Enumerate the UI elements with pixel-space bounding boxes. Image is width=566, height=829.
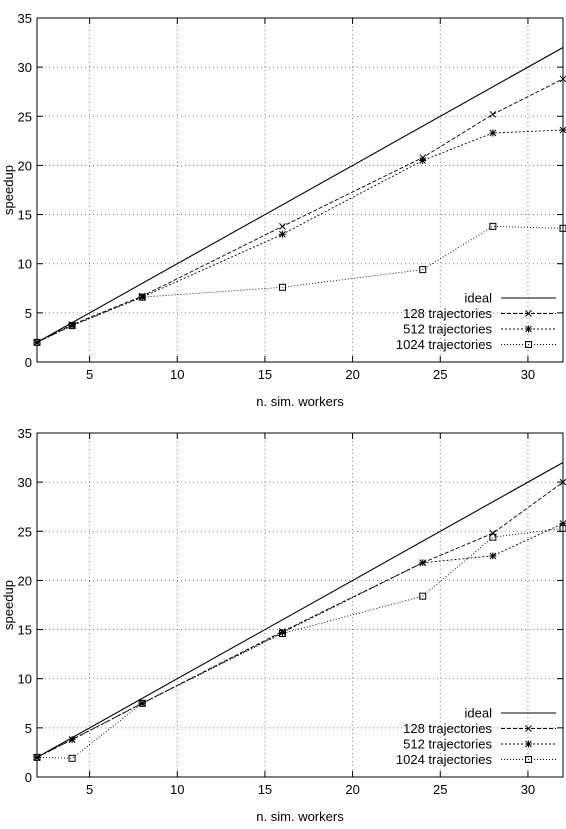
- data-point-512-trajectories: [68, 736, 76, 744]
- data-point-1024-trajectories: [489, 533, 497, 541]
- y-tick-label: 5: [25, 306, 32, 321]
- y-tick-label: 30: [18, 475, 32, 490]
- y-tick-label: 35: [18, 11, 32, 26]
- data-point-512-trajectories: [278, 629, 286, 637]
- y-tick-label: 5: [25, 721, 32, 736]
- x-tick-label: 30: [521, 367, 535, 382]
- legend-marker-512-trajectories: [525, 740, 532, 748]
- y-axis-title: speedup: [1, 580, 16, 630]
- y-tick-label: 20: [18, 573, 32, 588]
- y-tick-label: 25: [18, 524, 32, 539]
- data-point-1024-trajectories: [419, 592, 427, 600]
- y-tick-label: 35: [18, 426, 32, 441]
- data-point-128-trajectories: [489, 110, 497, 118]
- series-ideal: [36, 462, 564, 758]
- data-point-128-trajectories: [279, 223, 286, 230]
- series-line-ideal: [36, 47, 564, 343]
- data-point-1024-trajectories: [68, 322, 76, 330]
- x-tick-label: 20: [345, 367, 359, 382]
- y-tick-label: 10: [18, 672, 32, 687]
- speedup-chart-top: 5 10 15 20 25 30 0 5 10 15 20 25 30 35 n. sim. workers…: [0, 0, 566, 414]
- data-point-1024-trajectories: [278, 630, 286, 638]
- plot-frame: [36, 432, 564, 778]
- data-point-1024-trajectories: [419, 266, 427, 274]
- x-tick-label: 15: [258, 782, 272, 797]
- legend-marker-128-trajectories: [525, 725, 532, 732]
- y-tick-label: 10: [18, 257, 32, 272]
- data-point-1024-trajectories: [489, 222, 497, 230]
- x-tick-label: 5: [86, 782, 93, 797]
- legend-label-1024-trajectories: 1024 trajectories: [396, 337, 493, 352]
- speedup-chart-bottom-svg: 5 10 15 20 25 30 0 5 10 15 20 25 30 35 n. sim. workers…: [1, 426, 566, 824]
- legend-label-128-trajectories: 128 trajectories: [403, 721, 492, 736]
- axes: 5 10 15 20 25 30 0 5 10 15 20 25 30 35 n. sim. workers…: [1, 426, 563, 824]
- y-tick-label: 15: [18, 623, 32, 638]
- x-axis-title: n. sim. workers: [256, 394, 344, 409]
- legend-label-ideal: ideal: [465, 706, 493, 721]
- x-tick-label: 25: [433, 782, 447, 797]
- data-point-512-trajectories: [489, 552, 497, 560]
- data-point-512-trajectories: [489, 129, 497, 137]
- legend-marker-128-trajectories: [525, 310, 532, 317]
- legend-label-512-trajectories: 512 trajectories: [403, 322, 492, 337]
- x-tick-label: 10: [170, 782, 184, 797]
- speedup-chart-top-svg: 5 10 15 20 25 30 0 5 10 15 20 25 30 35 n. sim. workers…: [1, 11, 566, 409]
- x-tick-label: 30: [521, 782, 535, 797]
- x-tick-label: 20: [345, 782, 359, 797]
- y-tick-label: 0: [25, 770, 32, 785]
- x-tick-label: 10: [170, 367, 184, 382]
- series-line-ideal: [36, 462, 564, 758]
- legend-label-128-trajectories: 128 trajectories: [403, 306, 492, 321]
- grid: [37, 433, 563, 777]
- y-tick-label: 30: [18, 60, 32, 75]
- legend-marker-1024-trajectories: [525, 341, 532, 348]
- legend-label-512-trajectories: 512 trajectories: [403, 737, 492, 752]
- y-tick-label: 20: [18, 158, 32, 173]
- legend-label-1024-trajectories: 1024 trajectories: [396, 752, 493, 767]
- y-tick-label: 15: [18, 208, 32, 223]
- y-tick-label: 25: [18, 109, 32, 124]
- data-point-1024-trajectories: [278, 283, 286, 291]
- data-point-512-trajectories: [138, 699, 146, 707]
- legend-marker-1024-trajectories: [525, 756, 532, 763]
- legend-marker-512-trajectories: [525, 325, 532, 333]
- y-tick-label: 0: [25, 355, 32, 370]
- plot-frame: [36, 17, 564, 363]
- series-ideal: [36, 47, 564, 343]
- data-point-512-trajectories: [419, 157, 427, 165]
- speedup-chart-bottom: 5 10 15 20 25 30 0 5 10 15 20 25 30 35 n. sim. workers…: [0, 415, 566, 829]
- series-group: [33, 47, 566, 346]
- data-point-512-trajectories: [278, 230, 286, 238]
- x-tick-label: 15: [258, 367, 272, 382]
- x-tick-label: 25: [433, 367, 447, 382]
- data-point-512-trajectories: [419, 559, 427, 567]
- data-point-1024-trajectories: [68, 754, 76, 762]
- x-axis-title: n. sim. workers: [256, 809, 344, 824]
- series-line-1024-trajectories: [36, 225, 564, 343]
- x-tick-label: 5: [86, 367, 93, 382]
- data-point-512-trajectories: [68, 322, 76, 330]
- grid: [37, 18, 563, 362]
- legend-label-ideal: ideal: [465, 291, 493, 306]
- y-axis-title: speedup: [1, 165, 16, 215]
- data-point-128-trajectories: [489, 529, 497, 537]
- data-point-1024-trajectories: [138, 293, 146, 301]
- data-point-1024-trajectories: [138, 699, 146, 707]
